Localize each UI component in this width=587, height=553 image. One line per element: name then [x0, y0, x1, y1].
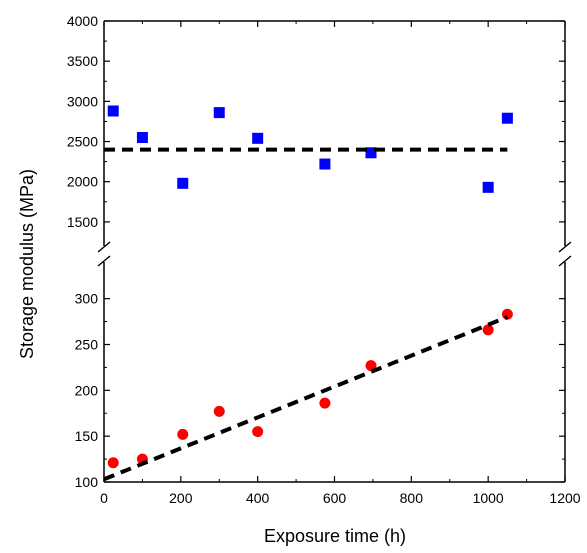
- y-tick-label: 3000: [67, 93, 98, 109]
- plot-frame: [97, 20, 572, 483]
- x-axis-title: Exposure time (h): [264, 526, 406, 546]
- axis-break-mark: [558, 255, 572, 267]
- data-point-circle: [213, 405, 225, 417]
- x-tick-label: 800: [400, 490, 424, 506]
- data-point-square: [252, 132, 264, 144]
- data-point-circle: [107, 457, 119, 469]
- data-point-square: [213, 107, 225, 119]
- data-point-circle: [319, 397, 331, 409]
- x-tick-label: 1200: [549, 490, 580, 506]
- y-tick-label: 250: [75, 337, 99, 353]
- upper-panel: 1500 2000 2500 3000 3500 4000: [67, 13, 565, 230]
- data-point-square: [365, 147, 377, 159]
- upper-series: [107, 105, 513, 193]
- y-tick-label: 150: [75, 428, 99, 444]
- y-tick-label: 300: [75, 291, 99, 307]
- x-tick-label: 400: [246, 490, 270, 506]
- data-point-circle: [482, 324, 494, 336]
- data-point-square: [136, 132, 148, 144]
- data-point-square: [501, 112, 513, 124]
- y-tick-label: 2500: [67, 134, 98, 150]
- x-tick-label: 200: [169, 490, 193, 506]
- axis-break-mark: [97, 255, 111, 267]
- axis-break-mark: [97, 241, 111, 253]
- y-tick-label: 100: [75, 474, 99, 490]
- data-point-square: [482, 181, 494, 193]
- lower-fit-line: [103, 315, 509, 482]
- y-tick-label: 2000: [67, 174, 98, 190]
- y-tick-label: 4000: [67, 13, 98, 29]
- fit-line: [103, 315, 509, 482]
- data-point-circle: [252, 426, 264, 438]
- data-point-square: [107, 105, 119, 117]
- x-axis-ticks: 0 200 400 600 800 1000 1200: [100, 21, 581, 506]
- y-tick-label: 3500: [67, 53, 98, 69]
- y-tick-label: 200: [75, 382, 99, 398]
- upper-y-ticks: 1500 2000 2500 3000 3500 4000: [67, 13, 565, 230]
- lower-y-ticks: 100 150 200 250 300: [75, 291, 565, 490]
- x-tick-label: 1000: [473, 490, 504, 506]
- data-point-circle: [365, 360, 377, 372]
- x-tick-label: 0: [100, 490, 108, 506]
- y-tick-label: 1500: [67, 214, 98, 230]
- lower-panel: 100 150 200 250 300: [75, 291, 565, 490]
- data-point-square: [319, 158, 331, 170]
- y-axis-title: Storage modulus (MPa): [17, 169, 37, 359]
- data-point-square: [177, 177, 189, 189]
- data-point-circle: [177, 428, 189, 440]
- axis-break-mark: [558, 241, 572, 253]
- x-tick-label: 600: [323, 490, 347, 506]
- lower-series: [107, 308, 513, 469]
